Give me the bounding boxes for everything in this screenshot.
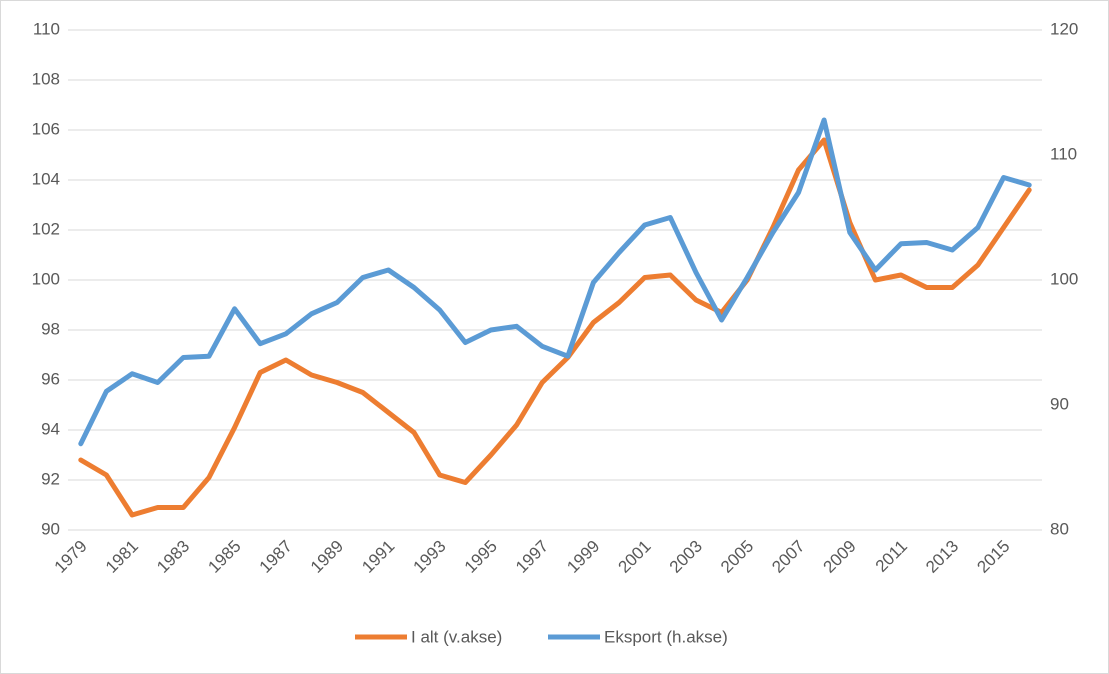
y2-tick-label: 100: [1050, 269, 1078, 288]
series-line: [78, 117, 1032, 447]
y-tick-label: 104: [32, 169, 60, 188]
y-tick-label: 106: [32, 119, 60, 138]
y-tick-label: 108: [32, 69, 60, 88]
legend-label: Eksport (h.akse): [604, 627, 728, 646]
series-line: [78, 137, 1032, 518]
legend-label: I alt (v.akse): [411, 627, 502, 646]
y-tick-label: 90: [41, 519, 60, 538]
y-tick-label: 110: [33, 19, 60, 38]
y-tick-label: 98: [41, 319, 60, 338]
y2-tick-label: 110: [1050, 144, 1077, 163]
y2-tick-label: 90: [1050, 394, 1069, 413]
y-tick-label: 100: [32, 269, 60, 288]
y2-tick-label: 120: [1050, 19, 1078, 38]
y-tick-label: 96: [41, 369, 60, 388]
y-tick-label: 102: [32, 219, 60, 238]
y2-tick-label: 80: [1050, 519, 1069, 538]
y-tick-label: 92: [41, 469, 60, 488]
y-tick-label: 94: [41, 419, 60, 438]
